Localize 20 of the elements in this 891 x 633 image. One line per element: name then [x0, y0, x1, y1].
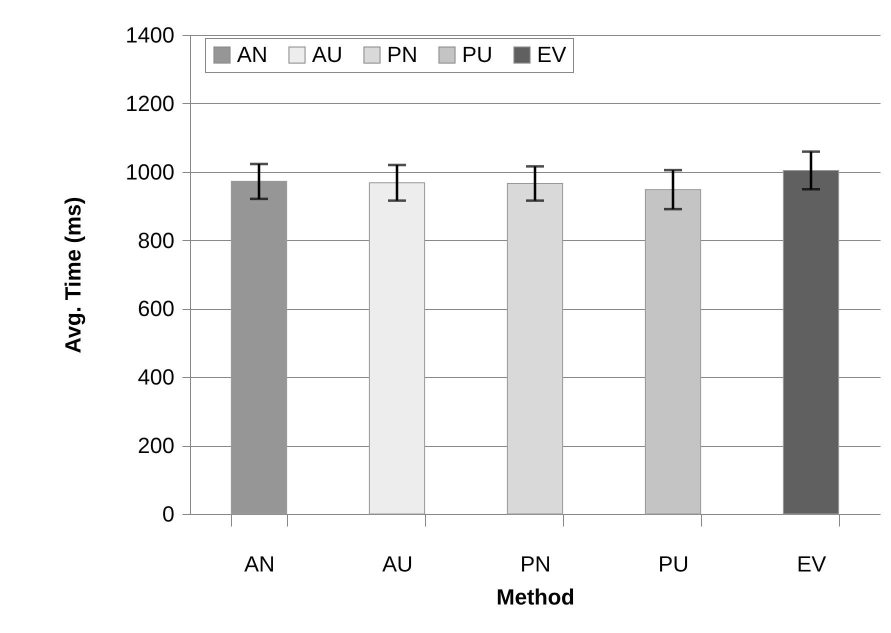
legend-label: PU	[462, 42, 493, 67]
y-tick-label: 600	[138, 296, 174, 322]
y-axis-title: Avg. Time (ms)	[60, 196, 86, 354]
x-tick-label: PN	[520, 552, 551, 576]
x-tick-label: EV	[796, 552, 826, 576]
x-tick-label: AU	[382, 552, 413, 576]
legend-label: EV	[537, 42, 567, 67]
x-tick-label: AN	[244, 552, 275, 576]
y-tick-label: 0	[162, 502, 174, 526]
y-tick-label: 200	[138, 433, 174, 458]
legend-label: PN	[387, 42, 418, 67]
y-tick-label: 1200	[126, 90, 174, 116]
y-tick-label: 1400	[126, 22, 174, 48]
legend-label: AN	[237, 42, 268, 67]
y-tick-label: 400	[138, 364, 174, 390]
y-tick-label: 800	[138, 228, 174, 253]
x-axis-title: Method	[496, 584, 575, 610]
y-tick-label: 1000	[126, 159, 174, 184]
legend-label: AU	[312, 42, 343, 67]
x-tick-label: PU	[658, 552, 689, 576]
